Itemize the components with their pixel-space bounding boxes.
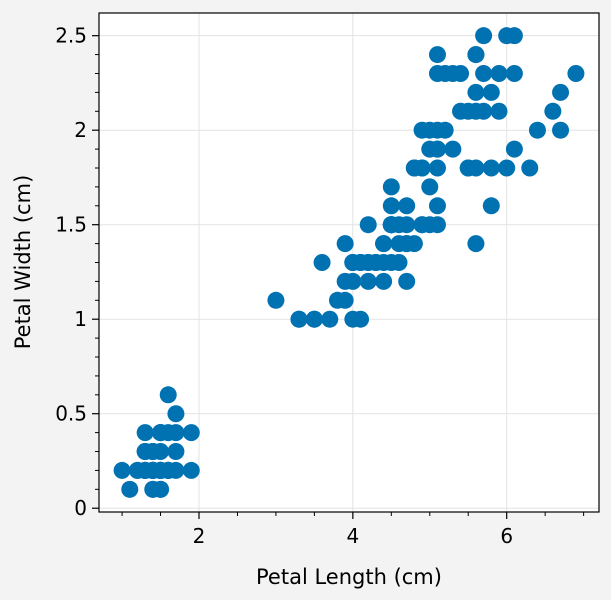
data-point	[428, 159, 446, 177]
data-point	[382, 216, 400, 234]
data-point	[436, 121, 454, 139]
data-point	[144, 480, 162, 498]
data-point	[498, 159, 516, 177]
data-point	[390, 235, 408, 253]
data-point	[398, 272, 416, 290]
data-point	[552, 83, 570, 101]
x-axis-label: Petal Length (cm)	[256, 565, 442, 589]
y-tick-label: 0	[74, 496, 87, 520]
data-point	[475, 64, 493, 82]
data-point	[413, 121, 431, 139]
data-point	[121, 480, 139, 498]
data-point	[428, 216, 446, 234]
data-point	[505, 140, 523, 158]
x-tick-label: 6	[500, 524, 513, 548]
data-point	[459, 159, 477, 177]
data-point	[505, 64, 523, 82]
data-point	[505, 27, 523, 45]
data-point	[359, 216, 377, 234]
y-tick-label: 1	[74, 307, 87, 331]
data-point	[421, 140, 439, 158]
data-point	[352, 310, 370, 328]
data-point	[398, 216, 416, 234]
data-point	[136, 424, 154, 442]
data-point	[152, 424, 170, 442]
data-point	[475, 27, 493, 45]
data-point	[567, 64, 585, 82]
data-point	[382, 197, 400, 215]
data-point	[182, 424, 200, 442]
data-point	[490, 102, 508, 120]
data-point	[352, 254, 370, 271]
data-point	[367, 254, 385, 271]
data-point	[390, 254, 408, 271]
data-point	[398, 197, 416, 215]
data-point	[375, 272, 393, 290]
data-points	[113, 27, 585, 498]
data-point	[482, 197, 500, 215]
data-point	[144, 443, 162, 461]
data-point	[305, 310, 323, 328]
data-point	[382, 178, 400, 196]
y-tick-label: 1.5	[55, 213, 87, 237]
data-point	[436, 64, 454, 82]
data-point	[159, 386, 177, 404]
data-point	[359, 272, 377, 290]
data-point	[167, 405, 185, 423]
data-point	[452, 102, 470, 120]
data-point	[421, 178, 439, 196]
data-point	[452, 64, 470, 82]
data-point	[321, 310, 339, 328]
x-tick-label: 4	[346, 524, 359, 548]
data-point	[405, 235, 423, 253]
y-tick-label: 2.5	[55, 24, 87, 48]
data-point	[490, 64, 508, 82]
y-tick-label: 0.5	[55, 402, 87, 426]
data-point	[444, 140, 462, 158]
data-point	[344, 272, 362, 290]
data-point	[336, 235, 354, 253]
data-point	[375, 235, 393, 253]
x-tick-label: 2	[193, 524, 206, 548]
data-point	[428, 46, 446, 64]
data-point	[552, 121, 570, 139]
data-point	[113, 461, 131, 479]
data-point	[405, 159, 423, 177]
data-point	[467, 46, 485, 64]
axis-ticks: 2 4 6 0 0.5 1 1.5 2 2.5	[55, 24, 585, 548]
data-point	[167, 443, 185, 461]
data-point	[182, 461, 200, 479]
data-point	[482, 159, 500, 177]
data-point	[544, 102, 562, 120]
data-point	[267, 291, 285, 309]
data-point	[428, 197, 446, 215]
data-point	[313, 254, 331, 271]
data-point	[467, 235, 485, 253]
data-point	[144, 461, 162, 479]
y-axis-label: Petal Width (cm)	[11, 175, 35, 350]
y-tick-label: 2	[74, 118, 87, 142]
data-point	[328, 291, 346, 309]
data-point	[482, 83, 500, 101]
data-point	[467, 102, 485, 120]
data-point	[290, 310, 308, 328]
data-point	[467, 83, 485, 101]
data-point	[528, 121, 546, 139]
data-point	[521, 159, 539, 177]
